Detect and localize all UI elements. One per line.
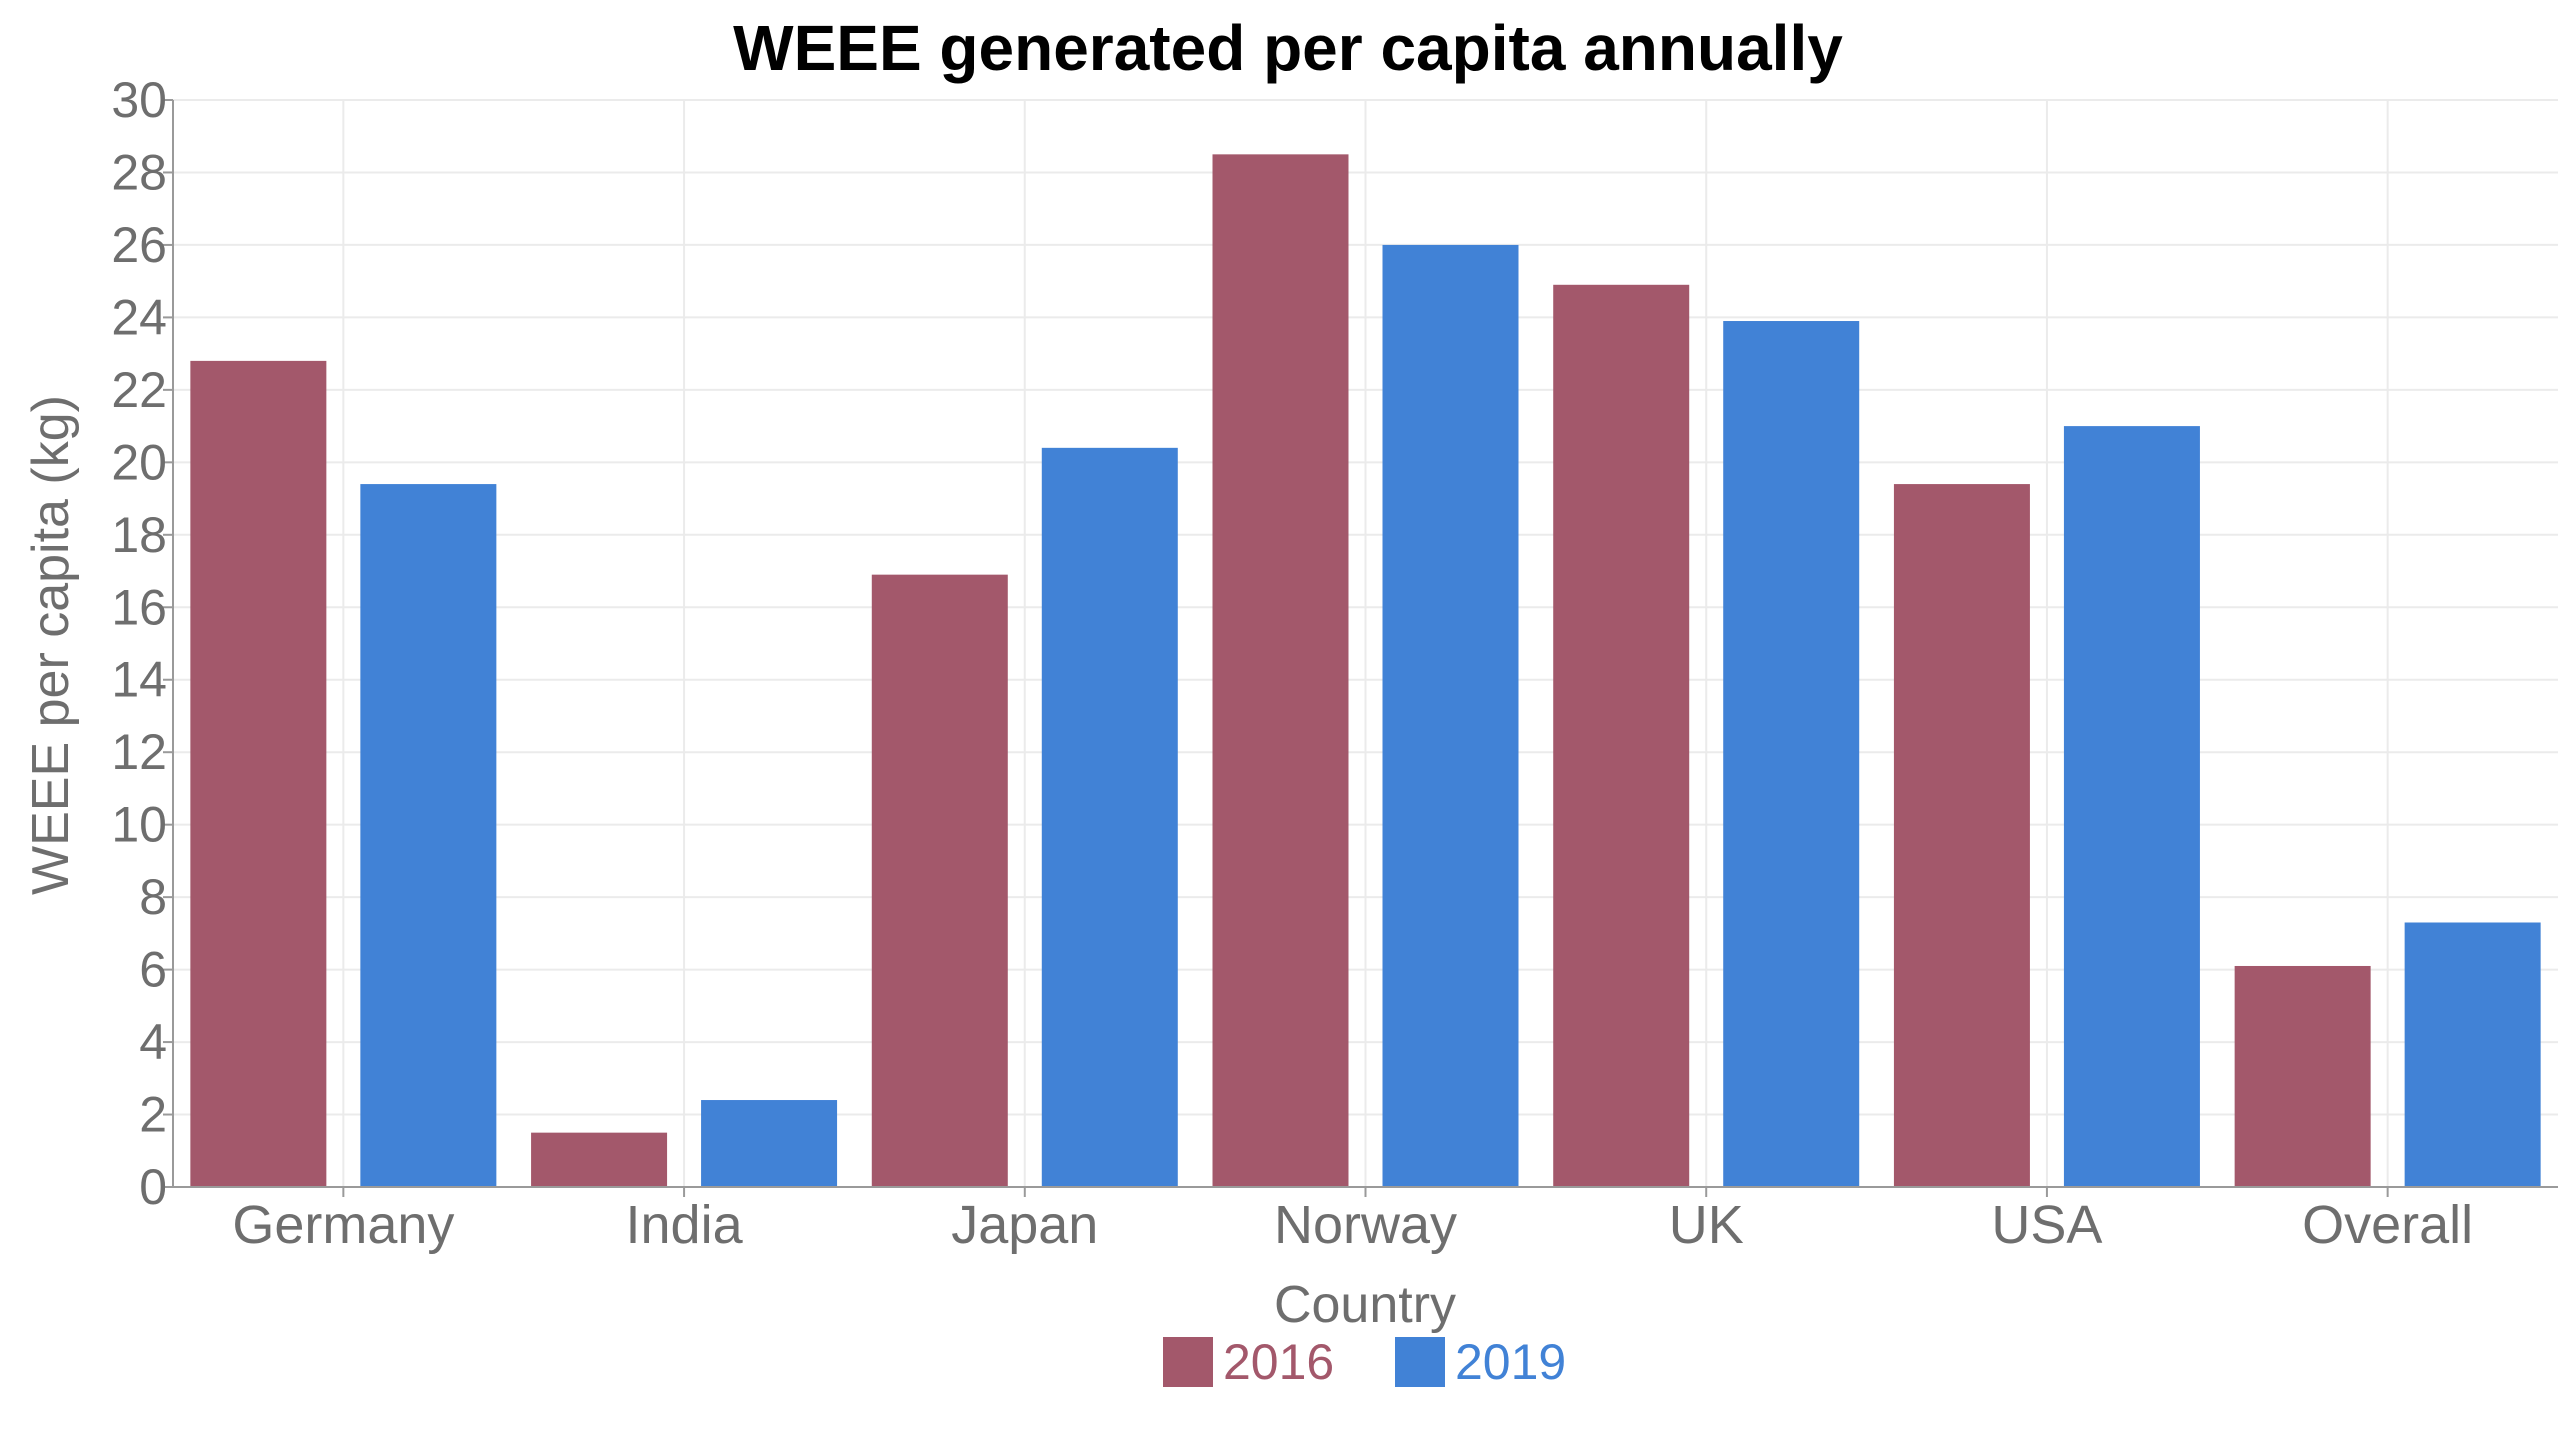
legend-swatch-2019 (1395, 1337, 1445, 1387)
bar-india-2019 (701, 1100, 838, 1187)
legend: 2016 2019 (1163, 1334, 1566, 1390)
bar-norway-2016 (1212, 154, 1349, 1188)
y-tick-label: 26 (111, 217, 167, 273)
x-tick-label: USA (1991, 1195, 2102, 1255)
y-tick-label: 14 (111, 652, 167, 708)
bar-germany-2019 (360, 484, 497, 1187)
bar-overall-2019 (2404, 922, 2541, 1187)
bar-uk-2019 (1723, 321, 1860, 1188)
y-tick-label: 22 (111, 362, 167, 418)
bar-japan-2019 (1041, 447, 1178, 1188)
bar-norway-2019 (1382, 244, 1519, 1187)
x-axis-ticks: Germany India Japan Norway UK USA Overall (232, 1187, 2473, 1255)
x-tick-label: Norway (1274, 1195, 1457, 1255)
bar-usa-2019 (2063, 426, 2200, 1188)
bars (190, 154, 2541, 1188)
grid-lines (173, 99, 2558, 1188)
legend-label-2016: 2016 (1223, 1334, 1334, 1390)
x-tick-label: Germany (232, 1195, 454, 1255)
y-tick-label: 20 (111, 434, 167, 490)
y-tick-label: 30 (111, 72, 167, 128)
y-tick-label: 12 (111, 724, 167, 780)
y-axis-label: WEEE per capita (kg) (22, 395, 80, 895)
x-tick-label: Overall (2302, 1195, 2473, 1255)
x-tick-label: India (626, 1195, 744, 1255)
y-tick-label: 4 (139, 1014, 167, 1070)
y-tick-label: 0 (139, 1159, 167, 1215)
bar-usa-2016 (1893, 484, 2030, 1187)
chart-title: WEEE generated per capita annually (733, 12, 1843, 84)
bar-overall-2016 (2234, 965, 2371, 1187)
x-tick-label: Japan (951, 1195, 1098, 1255)
y-tick-label: 18 (111, 507, 167, 563)
y-tick-label: 24 (111, 289, 167, 345)
y-tick-label: 16 (111, 579, 167, 635)
bar-uk-2016 (1553, 284, 1690, 1187)
y-tick-label: 10 (111, 797, 167, 853)
x-axis-label: Country (1274, 1276, 1456, 1334)
bar-germany-2016 (190, 360, 327, 1187)
y-tick-label: 6 (139, 942, 167, 998)
y-tick-label: 8 (139, 869, 167, 925)
bar-japan-2016 (871, 574, 1008, 1187)
bar-india-2016 (531, 1132, 668, 1187)
x-tick-label: UK (1669, 1195, 1744, 1255)
legend-label-2019: 2019 (1455, 1334, 1566, 1390)
legend-swatch-2016 (1163, 1337, 1213, 1387)
y-tick-label: 2 (139, 1087, 167, 1143)
y-tick-label: 28 (111, 144, 167, 200)
